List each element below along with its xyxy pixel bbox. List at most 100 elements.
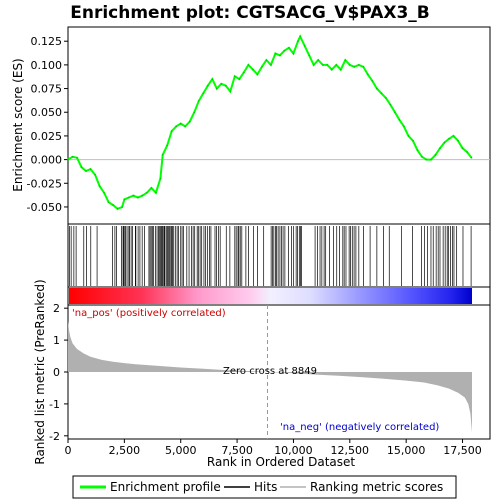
zero-cross-label: Zero cross at 8849 <box>223 366 317 377</box>
es-point <box>175 125 178 128</box>
es-point <box>403 125 405 128</box>
es-point <box>252 68 254 71</box>
es-point <box>107 201 110 204</box>
metric-panel: -2 -1 0 1 2 0 2,500 5,000 7,500 10,000 12,500 15,0… <box>33 279 491 469</box>
es-point <box>85 170 87 172</box>
es-point <box>261 65 263 68</box>
es-point <box>67 158 69 161</box>
x-tick-label: 5,000 <box>165 444 197 457</box>
es-point <box>220 83 223 85</box>
es-point <box>303 45 306 47</box>
es-point <box>312 64 315 66</box>
ranking-metric-area <box>68 321 472 433</box>
es-point <box>353 65 356 68</box>
es-point <box>211 78 214 80</box>
es-point <box>215 87 218 90</box>
es-point <box>179 122 182 125</box>
es-panel: -0.050 -0.025 0.000 0.025 0.050 0.075 0.100 0.1… <box>11 26 491 225</box>
es-point <box>98 185 101 187</box>
es-point <box>155 191 157 194</box>
x-tick-label: 2,500 <box>109 444 141 457</box>
es-point <box>161 154 164 156</box>
es-y-tick-label: 0.000 <box>31 154 63 167</box>
na-neg-label: 'na_neg' (negatively correlated) <box>280 422 439 433</box>
x-tick-label: 12,500 <box>331 444 370 457</box>
es-point <box>128 196 130 199</box>
es-point <box>416 149 419 151</box>
es-point <box>326 64 329 66</box>
es-point <box>448 137 450 140</box>
es-point <box>170 130 173 132</box>
es-point <box>76 156 78 159</box>
es-point <box>184 125 187 128</box>
es-y-tick-label: 0.125 <box>31 35 63 48</box>
es-point <box>238 78 241 80</box>
x-tick-label: 0 <box>65 444 72 457</box>
x-tick-label: 15,000 <box>387 444 426 457</box>
es-point <box>297 40 299 43</box>
es-point <box>439 147 441 150</box>
es-point <box>247 64 250 66</box>
es-point <box>457 139 459 142</box>
es-point <box>225 84 227 87</box>
es-point <box>188 120 191 123</box>
colorbar-gradient <box>69 288 472 304</box>
metric-y-axis: -2 -1 0 1 2 <box>49 302 68 443</box>
chart-title: Enrichment plot: CGTSACG_V$PAX3_B <box>70 3 430 23</box>
metric-y-tick-label: 1 <box>53 334 60 347</box>
es-point <box>202 92 205 95</box>
legend: Enrichment profile Hits Ranking metric s… <box>72 475 457 499</box>
es-point <box>430 158 432 161</box>
es-y-tick-label: 0.050 <box>31 106 63 119</box>
es-point <box>421 155 423 158</box>
es-point <box>265 59 268 61</box>
es-y-tick-label: 0.100 <box>31 59 63 72</box>
es-point <box>229 90 232 93</box>
es-y-axis-label: Enrichment score (ES) <box>11 58 25 191</box>
es-point <box>321 64 324 66</box>
es-point <box>412 139 414 142</box>
es-point <box>470 156 473 159</box>
es-point <box>466 151 468 153</box>
es-point <box>193 111 196 114</box>
hit-lines <box>69 226 472 286</box>
es-y-tick-label: 0.025 <box>31 130 63 143</box>
es-point <box>146 191 148 194</box>
es-point <box>389 103 392 106</box>
es-point <box>367 73 369 76</box>
es-point <box>339 68 342 71</box>
es-point <box>132 194 135 197</box>
legend-label-hits: Hits <box>254 480 277 494</box>
legend-label-enrichment: Enrichment profile <box>110 480 221 494</box>
es-profile-points <box>67 35 473 210</box>
es-point <box>335 64 338 66</box>
es-point <box>80 166 83 168</box>
na-pos-label: 'na_pos' (positively correlated) <box>72 308 226 319</box>
es-point <box>380 92 383 95</box>
es-y-axis: -0.050 -0.025 0.000 0.025 0.050 0.075 0.100 0.1… <box>27 35 68 214</box>
es-point <box>112 204 114 206</box>
es-point <box>308 54 311 57</box>
legend-box <box>72 475 457 499</box>
es-point <box>317 59 320 61</box>
es-point <box>376 87 378 90</box>
es-point <box>234 75 236 78</box>
es-point <box>371 80 374 82</box>
es-point <box>452 135 455 137</box>
es-point <box>292 52 295 55</box>
es-point <box>137 196 139 199</box>
es-profile-line <box>67 34 473 210</box>
es-point <box>394 111 396 114</box>
es-point <box>141 194 144 197</box>
es-point <box>206 84 209 87</box>
es-point <box>398 119 401 121</box>
metric-y-tick-label: 2 <box>53 302 60 315</box>
es-point <box>362 65 365 68</box>
hits-panel <box>67 223 491 288</box>
es-point <box>166 144 168 147</box>
es-point <box>71 155 74 158</box>
rank-colorbar <box>67 286 491 306</box>
es-point <box>283 49 286 52</box>
metric-x-axis: 0 2,500 5,000 7,500 10,000 12,500 15,000 17,500 <box>65 439 482 457</box>
